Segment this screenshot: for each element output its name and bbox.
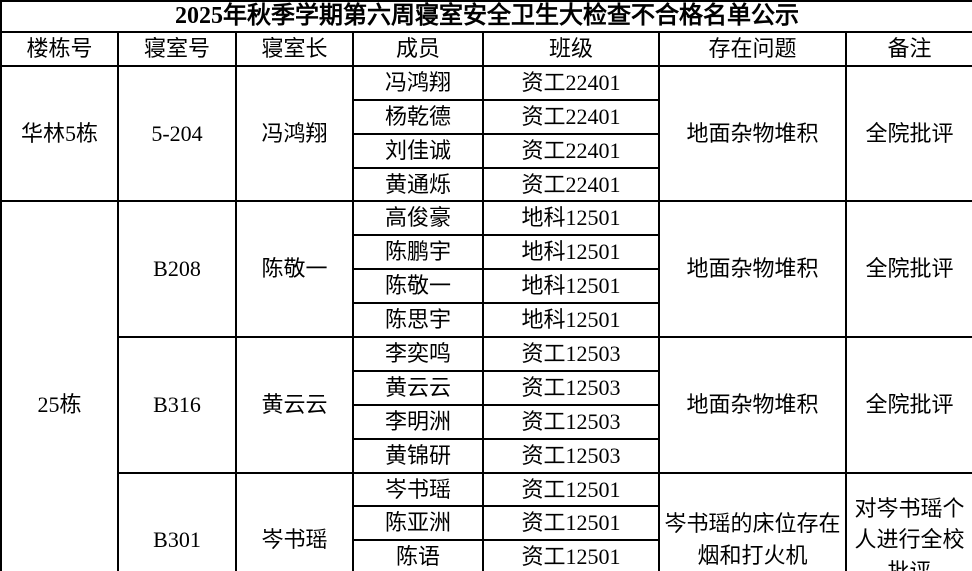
member-class-cell: 地科12501 bbox=[482, 302, 660, 339]
member-class-cell: 资工22401 bbox=[482, 64, 660, 101]
table-row: 陈思宇 地科12501 bbox=[1, 302, 972, 339]
member-class-cell: 资工12503 bbox=[482, 437, 660, 474]
member-name-cell: 李奕鸣 bbox=[352, 336, 484, 372]
col-header-remark: 备注 bbox=[844, 31, 972, 67]
room-cell: B208 bbox=[117, 200, 237, 339]
member-class-cell: 资工12503 bbox=[482, 336, 660, 372]
member-name-cell: 陈思宇 bbox=[352, 302, 484, 339]
remark-cell: 对岑书瑶个人进行全校批评 bbox=[844, 471, 972, 571]
building-cell: 华林5栋 bbox=[0, 64, 119, 203]
room-cell: B301 bbox=[117, 471, 237, 571]
col-header-leader: 寝室长 bbox=[235, 31, 354, 67]
member-class-cell: 地科12501 bbox=[482, 200, 660, 237]
room-cell: B316 bbox=[117, 336, 237, 474]
table-row: B301 岑书瑶 岑书瑶 资工12501 岑书瑶的床位存在烟和打火机 对岑书瑶个… bbox=[1, 471, 972, 571]
col-header-room: 寝室号 bbox=[117, 31, 237, 67]
member-name-cell: 黄通烁 bbox=[352, 166, 484, 203]
table-row: 陈鹏宇 地科12501 bbox=[1, 234, 972, 271]
member-name-cell: 陈敬一 bbox=[352, 268, 484, 305]
member-name-cell: 黄锦研 bbox=[352, 437, 484, 474]
member-class-cell: 资工12501 bbox=[482, 539, 660, 571]
member-name-cell: 冯鸿翔 bbox=[352, 64, 484, 101]
table-row: B316 黄云云 李奕鸣 资工12503 地面杂物堆积 全院批评 bbox=[1, 336, 972, 474]
leader-cell: 黄云云 bbox=[235, 336, 354, 474]
table-row: 黄通烁 资工22401 bbox=[1, 166, 972, 203]
table-row: 刘佳诚 资工22401 bbox=[1, 132, 972, 169]
table-row: 楼栋号 寝室号 寝室长 成员 班级 存在问题 备注 bbox=[0, 31, 972, 67]
table-row: 黄云云 资工12503 bbox=[1, 369, 972, 406]
table-row: 2025年秋季学期第六周寝室安全卫生大检查不合格名单公示 bbox=[0, 0, 972, 33]
member-name-cell: 刘佳诚 bbox=[352, 132, 484, 169]
table-row: 25栋 B208 陈敬一 高俊豪 地科12501 地面杂物堆积 全院批评 bbox=[0, 200, 972, 571]
problem-cell: 地面杂物堆积 bbox=[658, 336, 847, 474]
table-row: 华林5栋 5-204 冯鸿翔 冯鸿翔 资工22401 地面杂物堆积 全院批评 bbox=[0, 64, 972, 203]
table-row: 李明洲 资工12503 bbox=[1, 403, 972, 440]
member-class-cell: 地科12501 bbox=[482, 268, 660, 305]
leader-cell: 岑书瑶 bbox=[235, 471, 354, 571]
col-header-class: 班级 bbox=[482, 31, 660, 67]
table-row: 黄锦研 资工12503 bbox=[1, 437, 972, 474]
member-name-cell: 李明洲 bbox=[352, 403, 484, 440]
remark-cell: 全院批评 bbox=[844, 336, 972, 474]
problem-cell: 地面杂物堆积 bbox=[658, 64, 847, 203]
table-row: 陈语 资工12501 bbox=[1, 539, 972, 571]
member-name-cell: 黄云云 bbox=[352, 369, 484, 406]
member-class-cell: 资工22401 bbox=[482, 166, 660, 203]
building-cell: 25栋 bbox=[0, 200, 119, 571]
page-title: 2025年秋季学期第六周寝室安全卫生大检查不合格名单公示 bbox=[0, 0, 972, 33]
member-class-cell: 资工12501 bbox=[482, 505, 660, 542]
col-header-member: 成员 bbox=[352, 31, 484, 67]
table-row: 杨乾德 资工22401 bbox=[1, 98, 972, 135]
member-class-cell: 资工12503 bbox=[482, 369, 660, 406]
remark-cell: 全院批评 bbox=[844, 64, 972, 203]
member-name-cell: 陈亚洲 bbox=[352, 505, 484, 542]
table-row: 陈亚洲 资工12501 bbox=[1, 505, 972, 542]
member-name-cell: 杨乾德 bbox=[352, 98, 484, 135]
leader-cell: 陈敬一 bbox=[235, 200, 354, 339]
member-class-cell: 资工12503 bbox=[482, 403, 660, 440]
problem-cell: 岑书瑶的床位存在烟和打火机 bbox=[658, 471, 847, 571]
col-header-problem: 存在问题 bbox=[658, 31, 847, 67]
remark-cell: 全院批评 bbox=[844, 200, 972, 339]
member-name-cell: 高俊豪 bbox=[352, 200, 484, 237]
room-cell: 5-204 bbox=[117, 64, 237, 203]
member-class-cell: 资工12501 bbox=[482, 471, 660, 508]
member-name-cell: 岑书瑶 bbox=[352, 471, 484, 508]
member-name-cell: 陈语 bbox=[352, 539, 484, 571]
leader-cell: 冯鸿翔 bbox=[235, 64, 354, 203]
table-row: 陈敬一 地科12501 bbox=[1, 268, 972, 305]
member-class-cell: 地科12501 bbox=[482, 234, 660, 271]
member-name-cell: 陈鹏宇 bbox=[352, 234, 484, 271]
member-class-cell: 资工22401 bbox=[482, 98, 660, 135]
col-header-building: 楼栋号 bbox=[0, 31, 119, 67]
problem-cell: 地面杂物堆积 bbox=[658, 200, 847, 339]
member-class-cell: 资工22401 bbox=[482, 132, 660, 169]
